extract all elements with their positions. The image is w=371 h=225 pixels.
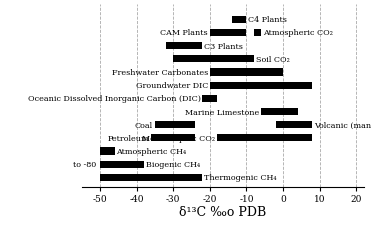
Bar xyxy=(261,108,298,116)
Bar xyxy=(210,82,312,89)
Text: Soil CO₂: Soil CO₂ xyxy=(256,56,289,63)
Text: C4 Plants: C4 Plants xyxy=(248,16,287,24)
Text: Biogenic CH₄: Biogenic CH₄ xyxy=(146,160,200,169)
Text: Atmospheric CH₄: Atmospheric CH₄ xyxy=(116,147,187,155)
Bar xyxy=(217,135,312,142)
Text: to -80: to -80 xyxy=(73,160,96,169)
Text: Metamorphic CO₂: Metamorphic CO₂ xyxy=(142,134,215,142)
Text: Marine Limestone: Marine Limestone xyxy=(185,108,259,116)
X-axis label: δ¹³C ‰o PDB: δ¹³C ‰o PDB xyxy=(179,205,266,218)
Text: Thermogenic CH₄: Thermogenic CH₄ xyxy=(204,174,277,182)
Bar xyxy=(166,43,203,50)
Bar xyxy=(100,161,144,168)
Text: Freshwater Carbonates: Freshwater Carbonates xyxy=(112,69,208,77)
Bar xyxy=(210,69,283,76)
Bar xyxy=(276,122,312,129)
Bar xyxy=(173,56,254,63)
Bar xyxy=(254,30,261,37)
Text: Groundwater DIC: Groundwater DIC xyxy=(135,82,208,90)
Text: Volcanic (mantle) CO₂: Volcanic (mantle) CO₂ xyxy=(314,121,371,129)
Bar xyxy=(203,95,217,103)
Text: Coal: Coal xyxy=(135,121,153,129)
Bar xyxy=(100,174,203,181)
Bar xyxy=(155,122,195,129)
Bar xyxy=(100,148,115,155)
Bar xyxy=(151,135,195,142)
Text: Oceanic Dissolved Inorganic Carbon (DIC): Oceanic Dissolved Inorganic Carbon (DIC) xyxy=(27,95,201,103)
Text: Petroleum: Petroleum xyxy=(108,134,150,142)
Text: Atmospheric CO₂: Atmospheric CO₂ xyxy=(263,29,333,37)
Text: C3 Plants: C3 Plants xyxy=(204,43,243,50)
Text: CAM Plants: CAM Plants xyxy=(160,29,208,37)
Bar xyxy=(210,30,246,37)
Bar xyxy=(232,17,246,24)
